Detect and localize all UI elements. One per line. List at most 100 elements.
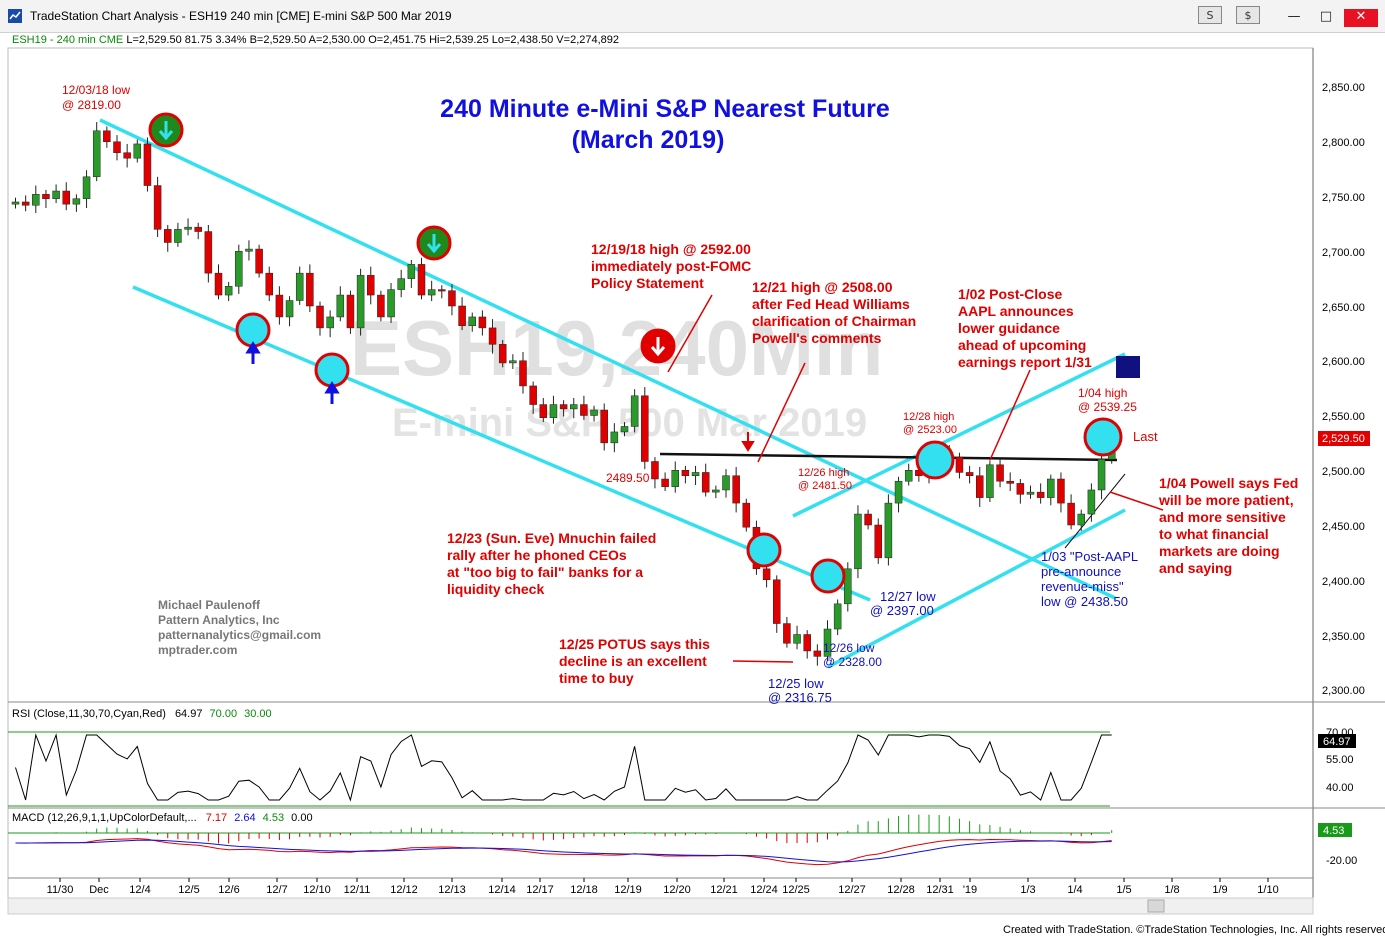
date-axis-label: Dec (89, 884, 109, 896)
candle-body (52, 190, 60, 199)
window-titlebar: TradeStation Chart Analysis - ESH19 240 … (0, 0, 1385, 33)
target-box (1116, 356, 1140, 378)
svg-text:@ 2316.75: @ 2316.75 (768, 690, 832, 705)
svg-text:@ 2481.50: @ 2481.50 (798, 480, 852, 492)
svg-text:low @ 2438.50: low @ 2438.50 (1041, 594, 1128, 609)
candle-body (539, 404, 548, 418)
date-axis: 11/30 Dec 12/4 12/5 12/6 12/7 12/10 12/11 12/12 1… (47, 878, 1279, 896)
svg-text:2,350.00: 2,350.00 (1322, 631, 1365, 643)
candle-body (133, 143, 142, 159)
rsi-line (15, 733, 1112, 802)
candle-body (356, 275, 365, 329)
watermark-instrument: E-mini S&P 500 Mar 2019 (392, 401, 867, 445)
svg-text:2,550.00: 2,550.00 (1322, 411, 1365, 423)
candle-body (488, 327, 497, 345)
date-axis-label: 12/10 (303, 884, 331, 896)
candle-body (417, 264, 426, 296)
candle-body (336, 294, 345, 318)
svg-text:mptrader.com: mptrader.com (158, 643, 237, 657)
candle-body (204, 231, 213, 274)
candle-body (295, 272, 304, 301)
svg-text:earnings report 1/31: earnings report 1/31 (958, 354, 1092, 370)
svg-text:2,600.00: 2,600.00 (1322, 356, 1365, 368)
candle-body (742, 502, 751, 528)
annotation-1226-low: 12/26 low @ 2328.00 (823, 641, 882, 669)
callout-lines (667, 294, 1164, 663)
symbol-info-bar: ESH19 - 240 min CME L=2,529.50 81.75 3.3… (12, 34, 619, 46)
candle-body (164, 229, 172, 243)
date-axis-label: 12/19 (614, 884, 642, 896)
svg-text:ahead of upcoming: ahead of upcoming (958, 337, 1086, 353)
candle-body (813, 650, 822, 657)
candle-body (407, 264, 416, 279)
svg-text:time to buy: time to buy (559, 670, 634, 686)
candle-body (285, 300, 294, 318)
candle-body (519, 360, 527, 387)
svg-text:2,800.00: 2,800.00 (1322, 137, 1365, 149)
svg-text:patternanalytics@gmail.com: patternanalytics@gmail.com (158, 628, 321, 642)
svg-text:immediately post-FOMC: immediately post-FOMC (591, 258, 751, 274)
annotation-1225-low: 12/25 low @ 2316.75 (768, 676, 832, 705)
candle-body (1087, 489, 1096, 515)
rsi-label: RSI (Close,11,30,70,Cyan,Red) 64.97 70.0… (12, 708, 272, 720)
annotation-1227-low: 12/27 low @ 2397.00 (870, 589, 936, 618)
close-icon[interactable]: ✕ (1344, 9, 1378, 27)
candle-body (559, 404, 568, 410)
svg-text:revenue-miss": revenue-miss" (1041, 579, 1124, 594)
candle-body (143, 143, 152, 186)
svg-text:to what financial: to what financial (1159, 526, 1269, 542)
candle-body (224, 286, 233, 296)
macd-label: MACD (12,26,9,1,1,UpColorDefault,... 7.1… (12, 812, 313, 824)
candle-body (103, 130, 111, 143)
candle-body (387, 289, 395, 318)
candle-body (184, 226, 192, 230)
candle-body (651, 461, 659, 480)
svg-text:2,850.00: 2,850.00 (1322, 82, 1365, 94)
macd-axis-tick: -20.00 (1326, 855, 1357, 867)
svg-text:2,650.00: 2,650.00 (1322, 302, 1365, 314)
macd-line (15, 838, 1112, 866)
svg-text:2,300.00: 2,300.00 (1322, 685, 1365, 697)
candle-body (570, 404, 578, 410)
annotation-potus: 12/25 POTUS says this decline is an exce… (559, 636, 710, 686)
candle-body (275, 294, 284, 318)
down-arrow-marker (741, 432, 755, 452)
candle-body (1016, 483, 1025, 495)
date-axis-label: 1/8 (1164, 884, 1179, 896)
channel-lines (99, 118, 1126, 669)
svg-text:and more sensitive: and more sensitive (1159, 509, 1286, 525)
candle-body (1047, 478, 1055, 498)
macd-signal-line (15, 839, 1112, 863)
symbol-link-button[interactable]: S (1198, 6, 1222, 24)
minimize-icon[interactable]: — (1287, 9, 1301, 24)
candle-body (549, 404, 558, 418)
author-block: Michael Paulenoff Pattern Analytics, Inc… (158, 598, 321, 657)
svg-text:Powell's comments: Powell's comments (752, 330, 882, 346)
maximize-icon[interactable]: □ (1319, 9, 1333, 24)
annotation-0103-low: 1/03 "Post-AAPL pre-announce revenue-mis… (1041, 549, 1138, 609)
scrollbar-thumb[interactable] (1147, 899, 1165, 913)
svg-text:liquidity check: liquidity check (447, 581, 544, 597)
candle-body (671, 470, 679, 487)
date-axis-label: 12/28 (887, 884, 915, 896)
candle-body (1097, 459, 1106, 491)
candle-body (712, 489, 720, 493)
svg-text:will be more patient,: will be more patient, (1158, 492, 1294, 508)
sell-signal-marker (640, 328, 676, 364)
candle-body (996, 464, 1004, 482)
candle-body (498, 344, 507, 364)
svg-text:and saying: and saying (1159, 560, 1232, 576)
date-axis-label: 12/20 (663, 884, 691, 896)
account-link-button[interactable]: $ (1236, 6, 1260, 24)
candle-body (32, 194, 40, 206)
last-price-tag (1318, 431, 1370, 446)
horizontal-scrollbar[interactable] (7, 897, 1314, 915)
svg-text:@ 2328.00: @ 2328.00 (823, 655, 882, 669)
macd-last-label: 4.53 (1323, 825, 1344, 837)
candle-body (427, 289, 436, 296)
candle-body (732, 475, 740, 504)
svg-text:AAPL announces: AAPL announces (958, 303, 1074, 319)
date-axis-label: 12/6 (218, 884, 239, 896)
candle-body (590, 409, 598, 416)
